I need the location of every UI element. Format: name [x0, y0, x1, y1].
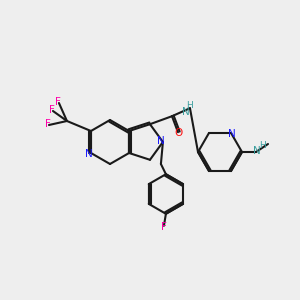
Text: F: F	[45, 119, 51, 129]
Text: N: N	[85, 149, 93, 159]
Text: F: F	[55, 97, 61, 107]
Text: O: O	[175, 128, 183, 138]
Text: N: N	[228, 129, 236, 139]
Text: N: N	[182, 107, 190, 117]
Text: H: H	[187, 101, 194, 110]
Text: F: F	[49, 105, 55, 115]
Text: F: F	[161, 222, 167, 232]
Text: N: N	[253, 146, 261, 156]
Text: N: N	[157, 136, 165, 146]
Text: H: H	[260, 140, 266, 149]
